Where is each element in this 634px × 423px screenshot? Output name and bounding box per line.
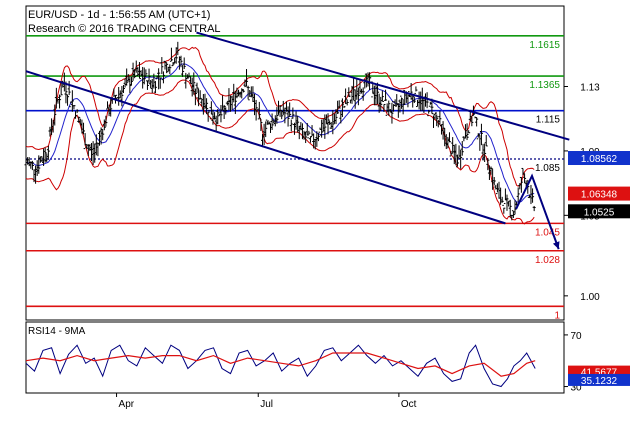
price-box-label: 1.0525 [584, 207, 615, 218]
price-tick-label: 1.13 [580, 83, 600, 94]
rsi-frame-border [25, 321, 565, 394]
price-tick-label: 1.00 [580, 292, 600, 303]
price-box [568, 186, 630, 201]
level-label: 1 [554, 310, 560, 321]
rsi-title: RSI14 - 9MA [28, 326, 86, 337]
level-label: 1.1615 [529, 40, 560, 51]
moving-average [25, 63, 535, 203]
price-box [568, 151, 630, 166]
rsi-tick-label: 30 [570, 383, 582, 394]
rsi-line [25, 344, 536, 388]
forecast-arrow-line [515, 173, 560, 250]
bollinger-lower [25, 79, 535, 225]
channel-upper-line [196, 31, 570, 141]
level-label: 1.045 [535, 227, 560, 238]
candles-group [24, 41, 536, 221]
rsi-value-label: 35.1232 [581, 376, 618, 387]
rsi-value-box [568, 373, 630, 386]
price-box-label: 1.06348 [581, 190, 618, 201]
forecast-arrow-head [552, 241, 560, 250]
level-label: 1.1365 [529, 80, 560, 91]
level-label: 1.028 [535, 255, 560, 266]
price-boxes-group: 1.08562 1.06348 1.0525 [568, 151, 630, 219]
level-label: 1.085 [535, 163, 560, 174]
rsi-lines-group [25, 344, 536, 388]
levels-group: 1.1615 1.1365 1.115 1.085 1.045 1.028 1 [26, 34, 564, 321]
level-label: 1.115 [536, 115, 561, 126]
rsi-ma-line [25, 352, 536, 377]
channel-lower-line [25, 70, 506, 225]
price-box-label: 1.08562 [581, 154, 618, 165]
chart-subtitle: Research © 2016 TRADING CENTRAL [28, 23, 221, 35]
x-tick-label: Oct [401, 399, 417, 410]
rsi-panel-frame [25, 321, 565, 394]
x-axis: Apr Jul Oct [116, 393, 417, 410]
rsi-tick-label: 70 [570, 331, 582, 342]
x-tick-label: Jul [260, 399, 273, 410]
price-box [568, 204, 630, 219]
chart-title: EUR/USD - 1d - 1:56:55 AM (UTC+1) [28, 9, 211, 21]
rsi-value-label: 41.5677 [581, 368, 618, 379]
channel-group [25, 31, 570, 250]
x-tick-label: Apr [119, 399, 135, 410]
